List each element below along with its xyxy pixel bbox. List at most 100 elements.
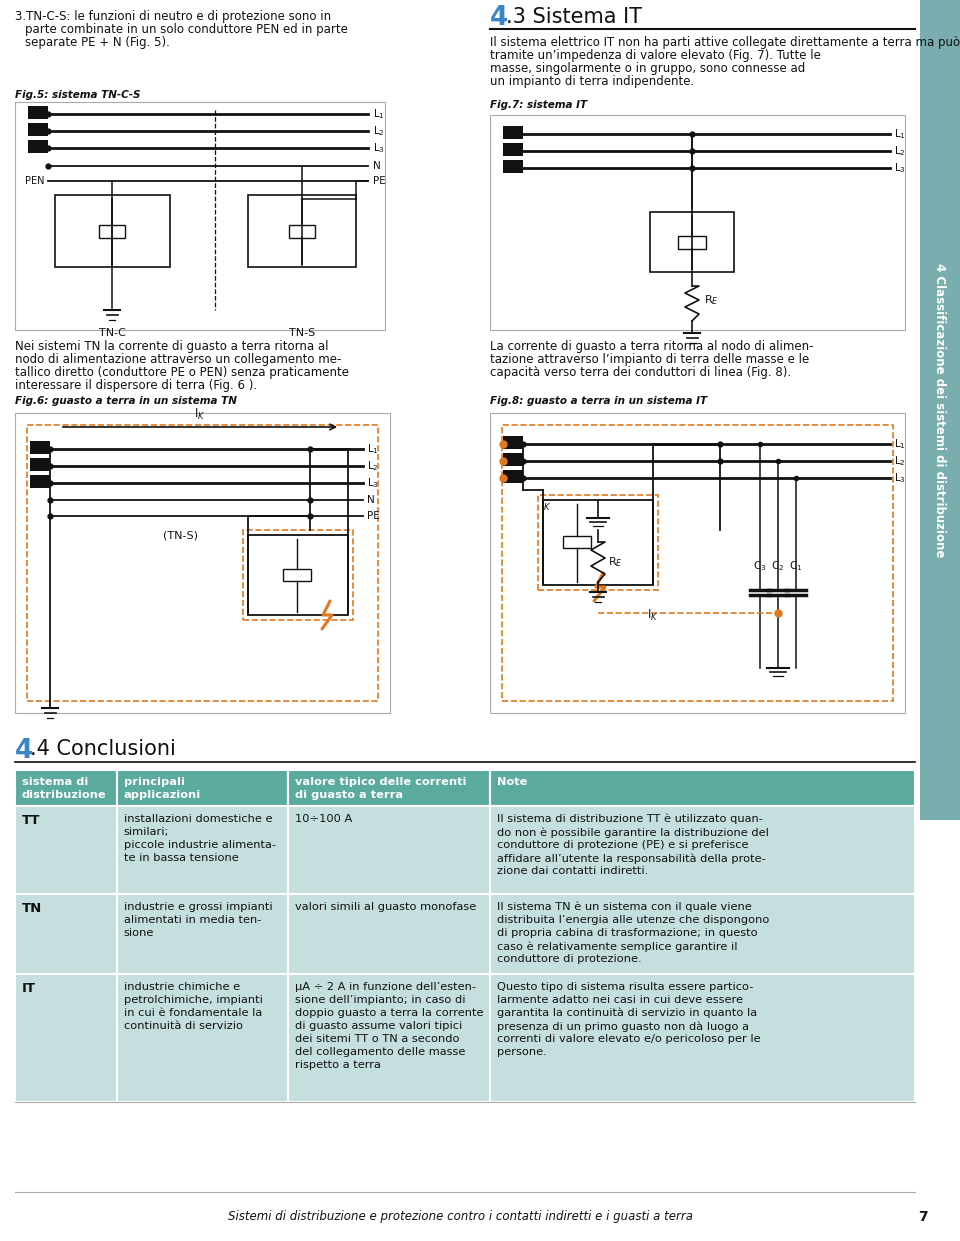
Text: nodo di alimentazione attraverso un collegamento me-: nodo di alimentazione attraverso un coll… xyxy=(15,352,342,366)
Text: del collegamento delle masse: del collegamento delle masse xyxy=(295,1047,465,1057)
Text: valore tipico delle correnti: valore tipico delle correnti xyxy=(295,777,467,787)
Text: IT: IT xyxy=(22,982,36,995)
Text: persone.: persone. xyxy=(497,1047,547,1057)
Text: capacità verso terra dei conduttori di linea (Fig. 8).: capacità verso terra dei conduttori di l… xyxy=(490,366,791,379)
Text: distribuita l’energia alle utenze che dispongono: distribuita l’energia alle utenze che di… xyxy=(497,915,770,925)
Text: dei sitemi TT o TN a secondo: dei sitemi TT o TN a secondo xyxy=(295,1034,459,1044)
Text: alimentati in media ten-: alimentati in media ten- xyxy=(124,915,261,925)
Text: Nei sistemi TN la corrente di guasto a terra ritorna al: Nei sistemi TN la corrente di guasto a t… xyxy=(15,340,328,352)
Text: 3.TN-C-S: le funzioni di neutro e di protezione sono in: 3.TN-C-S: le funzioni di neutro e di pro… xyxy=(15,10,331,24)
Bar xyxy=(920,0,960,820)
Text: industrie chimiche e: industrie chimiche e xyxy=(124,982,240,992)
Text: un impianto di terra indipendente.: un impianto di terra indipendente. xyxy=(490,74,694,88)
Text: di propria cabina di trasformazione; in questo: di propria cabina di trasformazione; in … xyxy=(497,928,757,938)
Text: di guasto a terra: di guasto a terra xyxy=(295,791,403,800)
Text: L$_2$: L$_2$ xyxy=(373,124,385,138)
Text: Fig.5: sistema TN-C-S: Fig.5: sistema TN-C-S xyxy=(15,91,140,101)
Text: La corrente di guasto a terra ritorna al nodo di alimen-: La corrente di guasto a terra ritorna al… xyxy=(490,340,813,352)
Bar xyxy=(283,570,311,581)
Text: industrie e grossi impianti: industrie e grossi impianti xyxy=(124,902,273,912)
Bar xyxy=(243,530,353,620)
Text: C$_2$: C$_2$ xyxy=(772,560,784,573)
Bar xyxy=(288,894,491,974)
Text: TN-C: TN-C xyxy=(99,328,126,338)
Bar xyxy=(491,805,915,894)
Bar xyxy=(55,195,170,267)
Text: TN: TN xyxy=(22,902,42,915)
Text: .4 Conclusioni: .4 Conclusioni xyxy=(30,738,176,759)
Bar xyxy=(563,536,591,549)
Text: PEN: PEN xyxy=(26,176,45,186)
Text: Questo tipo di sistema risulta essere partico-: Questo tipo di sistema risulta essere pa… xyxy=(497,982,754,992)
Bar xyxy=(288,974,491,1102)
Bar xyxy=(503,143,523,156)
Bar xyxy=(288,805,491,894)
Bar xyxy=(538,495,658,589)
Bar xyxy=(678,236,706,249)
Text: .3 Sistema IT: .3 Sistema IT xyxy=(506,7,642,27)
Text: R$_E$: R$_E$ xyxy=(704,293,719,307)
Bar xyxy=(503,453,523,467)
Bar xyxy=(28,105,48,119)
Text: principali: principali xyxy=(124,777,184,787)
Text: N: N xyxy=(373,161,381,171)
Text: μA ÷ 2 A in funzione dell’esten-: μA ÷ 2 A in funzione dell’esten- xyxy=(295,982,476,992)
Text: C$_1$: C$_1$ xyxy=(789,560,803,573)
Text: 4 Classificazione dei sistemi di distribuzione: 4 Classificazione dei sistemi di distrib… xyxy=(933,263,947,557)
Text: sione dell’impianto; in caso di: sione dell’impianto; in caso di xyxy=(295,995,466,1005)
Bar xyxy=(491,894,915,974)
Bar xyxy=(650,212,734,272)
Text: Il sistema elettrico IT non ha parti attive collegate direttamente a terra ma pu: Il sistema elettrico IT non ha parti att… xyxy=(490,36,960,48)
Text: garantita la continuità di servizio in quanto la: garantita la continuità di servizio in q… xyxy=(497,1008,757,1019)
Text: (TN-S): (TN-S) xyxy=(162,530,198,540)
Text: I$_K$: I$_K$ xyxy=(194,407,205,422)
Bar xyxy=(289,225,315,238)
Text: L$_3$: L$_3$ xyxy=(894,472,906,485)
Text: applicazioni: applicazioni xyxy=(124,791,201,800)
Text: sistema di: sistema di xyxy=(22,777,88,787)
Text: te in bassa tensione: te in bassa tensione xyxy=(124,853,238,862)
Text: Fig.8: guasto a terra in un sistema IT: Fig.8: guasto a terra in un sistema IT xyxy=(490,396,708,406)
Text: PE: PE xyxy=(373,176,386,186)
Text: presenza di un primo guasto non dà luogo a: presenza di un primo guasto non dà luogo… xyxy=(497,1021,749,1031)
Bar xyxy=(503,436,523,449)
Text: L$_1$: L$_1$ xyxy=(373,107,385,120)
Bar xyxy=(503,470,523,483)
Bar xyxy=(15,413,390,714)
Bar xyxy=(491,974,915,1102)
Bar xyxy=(15,769,117,805)
Text: Fig.7: sistema IT: Fig.7: sistema IT xyxy=(490,101,588,110)
Bar xyxy=(248,535,348,616)
Text: 4: 4 xyxy=(490,5,508,31)
Bar xyxy=(503,160,523,172)
Text: similari;: similari; xyxy=(124,827,169,836)
Text: L$_1$: L$_1$ xyxy=(367,442,379,455)
Bar xyxy=(30,458,50,472)
Text: L$_1$: L$_1$ xyxy=(894,437,906,450)
Text: do non è possibile garantire la distribuzione del: do non è possibile garantire la distribu… xyxy=(497,827,769,838)
Text: correnti di valore elevato e/o pericoloso per le: correnti di valore elevato e/o pericolos… xyxy=(497,1034,761,1044)
Bar xyxy=(28,140,48,153)
Text: TN-S: TN-S xyxy=(289,328,315,338)
Text: affidare all’utente la responsabilità della prote-: affidare all’utente la responsabilità de… xyxy=(497,853,766,864)
Text: Note: Note xyxy=(497,777,528,787)
Bar xyxy=(117,894,288,974)
Bar xyxy=(30,475,50,488)
Bar xyxy=(15,102,385,330)
Text: doppio guasto a terra la corrente: doppio guasto a terra la corrente xyxy=(295,1008,483,1018)
Text: L$_2$: L$_2$ xyxy=(894,454,905,468)
Bar xyxy=(15,805,117,894)
Bar xyxy=(15,894,117,974)
Text: R$_E$: R$_E$ xyxy=(608,555,623,568)
Text: distribuzione: distribuzione xyxy=(22,791,107,800)
Text: PE: PE xyxy=(367,511,380,521)
Text: 4: 4 xyxy=(15,738,34,764)
Text: installazioni domestiche e: installazioni domestiche e xyxy=(124,814,273,824)
Text: sione: sione xyxy=(124,928,154,938)
Text: piccole industrie alimenta-: piccole industrie alimenta- xyxy=(124,840,276,850)
Text: continuità di servizio: continuità di servizio xyxy=(124,1021,243,1031)
Text: L$_3$: L$_3$ xyxy=(367,477,379,490)
Bar xyxy=(490,413,905,714)
Bar xyxy=(117,974,288,1102)
Bar xyxy=(248,195,356,267)
